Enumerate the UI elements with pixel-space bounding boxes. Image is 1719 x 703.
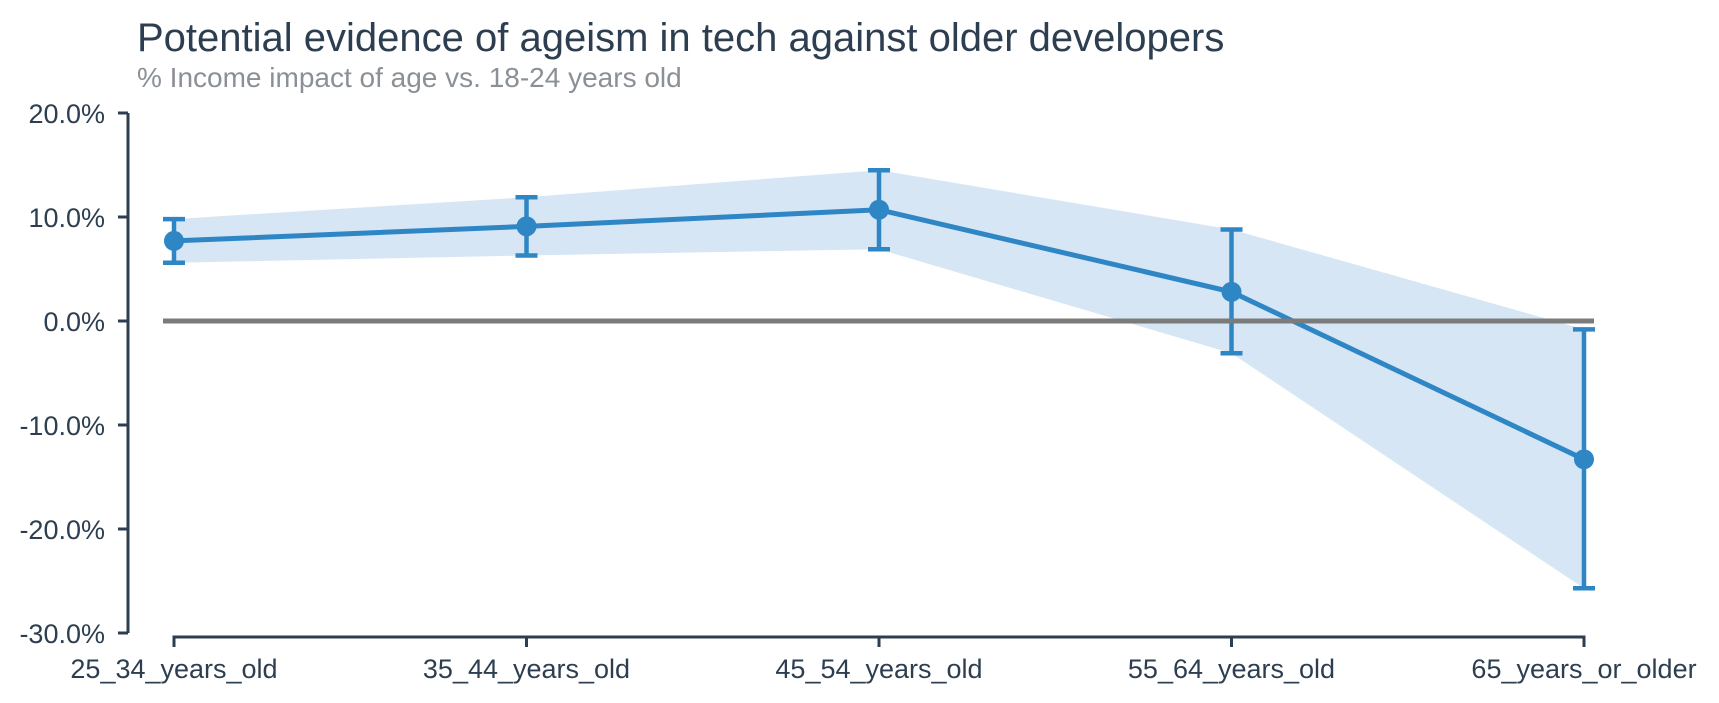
x-tick-label: 45_54_years_old [775,654,982,684]
y-tick-label: -30.0% [19,619,105,649]
data-point-marker [1574,449,1594,470]
data-point-marker [516,216,537,237]
y-tick-label: 10.0% [28,203,105,233]
chart-title: Potential evidence of ageism in tech aga… [137,16,1225,60]
y-tick-label: 20.0% [28,99,105,129]
x-tick-label: 65_years_or_older [1471,654,1696,684]
y-tick-label: -20.0% [19,515,105,545]
x-tick-label: 35_44_years_old [423,654,630,684]
y-tick-label: 0.0% [43,307,105,337]
y-tick-label: -10.0% [19,411,105,441]
x-tick-label: 55_64_years_old [1128,654,1335,684]
chart-subtitle: % Income impact of age vs. 18-24 years o… [137,62,682,93]
data-point-marker [164,230,184,251]
x-tick-label: 25_34_years_old [70,654,277,684]
data-point-marker [1221,281,1242,302]
data-point-marker [869,199,889,220]
